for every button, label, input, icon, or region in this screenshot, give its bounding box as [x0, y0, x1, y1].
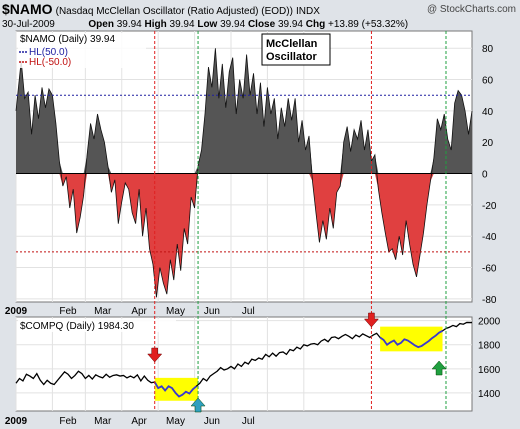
open-value: 39.94 — [116, 19, 142, 30]
compq-panel: 1400 1600 1800 2000 2009 Feb Mar Apr May Jun Jul $C… — [5, 316, 501, 427]
red-down-arrow-icon — [147, 347, 163, 363]
compq-legend: $COMPQ (Daily) 1984.30 — [20, 321, 134, 332]
open-label: Open — [88, 19, 114, 30]
compq-highlight-box — [380, 326, 443, 352]
namo-negative-area — [16, 173, 472, 298]
namo-legend-bg — [18, 33, 146, 68]
compq-x-label: May — [166, 416, 185, 427]
namo-legend-series: $NAMO (Daily) 39.94 — [20, 34, 115, 45]
compq-x-label: 2009 — [5, 416, 28, 427]
namo-x-label: Jul — [242, 306, 255, 317]
namo-x-label: Feb — [59, 306, 77, 317]
namo-x-label: Mar — [94, 306, 112, 317]
oscillator-annotation-box — [261, 33, 331, 66]
symbol-description: (Nasdaq McClellan Oscillator (Ratio Adju… — [55, 6, 293, 17]
namo-x-label: Jun — [204, 306, 220, 317]
namo-tick-label: 40 — [482, 107, 494, 118]
compq-x-label: Apr — [131, 416, 147, 427]
namo-tick-label: 20 — [482, 138, 494, 149]
compq-highlight-line — [153, 381, 197, 398]
quote-row: 30-Jul-2009 Open 39.94 High 39.94 Low 39… — [2, 19, 408, 30]
namo-panel: -80 -60 -40 -20 0 20 40 60 80 2009 Feb Mar Apr May Jun… — [5, 30, 497, 317]
compq-tick-label: 1600 — [478, 365, 501, 376]
namo-x-label: Apr — [131, 306, 147, 317]
high-value: 39.94 — [169, 19, 195, 30]
namo-tick-label: -20 — [482, 201, 497, 212]
annotation-layer — [147, 31, 447, 413]
namo-tick-label: -80 — [482, 295, 497, 306]
watermark: @ StockCharts.com — [426, 4, 516, 15]
compq-tick-label: 2000 — [478, 317, 501, 328]
compq-legend-bg — [18, 319, 176, 332]
compq-highlight-line — [379, 330, 443, 349]
hl-minus-50-legend: HL(-50.0) — [29, 57, 71, 68]
namo-tick-label: 80 — [482, 44, 494, 55]
namo-x-label: May — [166, 306, 185, 317]
chart-title-row: $NAMO (Nasdaq McClellan Oscillator (Rati… — [2, 1, 320, 17]
green-up-arrow-icon — [431, 360, 447, 376]
chg-label: Chg — [305, 19, 326, 30]
symbol-title: $NAMO — [2, 1, 53, 17]
namo-tick-label: 60 — [482, 76, 494, 87]
compq-tick-label: 1800 — [478, 341, 501, 352]
namo-x-label: 2009 — [5, 306, 28, 317]
compq-x-label: Mar — [94, 416, 112, 427]
high-label: High — [144, 19, 167, 30]
namo-positive-area — [16, 48, 472, 174]
close-value: 39.94 — [277, 19, 303, 30]
oscillator-annotation-line2: Oscillator — [266, 51, 317, 63]
namo-tick-label: -60 — [482, 264, 497, 275]
exchange-label: INDX — [295, 6, 320, 17]
low-label: Low — [197, 19, 218, 30]
compq-highlight-box — [154, 377, 199, 401]
red-down-arrow-icon — [363, 312, 379, 328]
compq-tick-label: 1400 — [478, 389, 501, 400]
namo-tick-label: -40 — [482, 232, 497, 243]
low-value: 39.94 — [220, 19, 246, 30]
compq-x-label: Jun — [204, 416, 220, 427]
chg-value: +13.89 (+53.32%) — [328, 19, 409, 30]
hl-50-legend: HL(50.0) — [29, 47, 68, 58]
namo-tick-label: 0 — [482, 170, 488, 181]
quote-date: 30-Jul-2009 — [2, 19, 55, 30]
teal-up-arrow-icon — [190, 397, 206, 413]
namo-line — [15, 48, 473, 298]
compq-x-label: Feb — [59, 416, 77, 427]
oscillator-annotation-line1: McClellan — [266, 38, 318, 50]
compq-x-label: Jul — [242, 416, 255, 427]
close-label: Close — [247, 19, 276, 30]
